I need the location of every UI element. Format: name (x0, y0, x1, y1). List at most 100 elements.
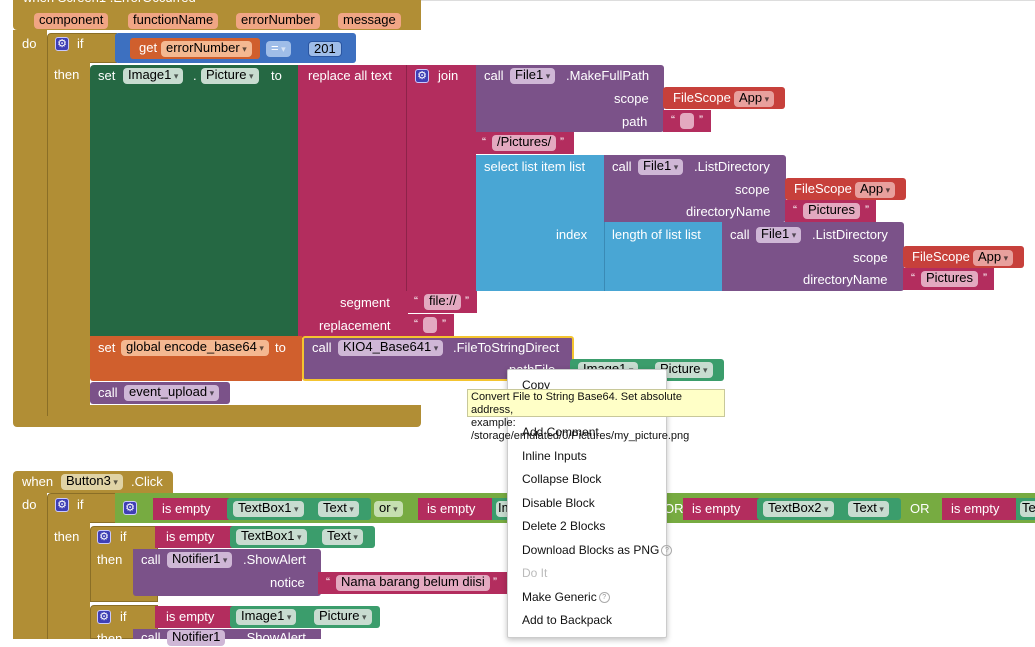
tooltip-line-1: Convert File to String Base64. Set absol… (471, 391, 682, 416)
menu-item-make-generic[interactable]: Make Generic? (522, 590, 610, 604)
file-component-dropdown[interactable]: File1 (756, 227, 802, 243)
menu-item-inline-inputs[interactable]: Inline Inputs (522, 449, 587, 463)
mutator-gear-icon[interactable]: ⚙ (97, 610, 111, 624)
param-functionName[interactable]: functionName (128, 13, 219, 29)
notifier-dropdown[interactable]: Notifier1 (167, 552, 233, 568)
then-label: then (97, 552, 123, 567)
filescope-label: FileScope (673, 90, 731, 105)
if-then-arm (47, 520, 90, 639)
set-image-picture-block[interactable] (90, 65, 302, 338)
is-empty-block[interactable]: is empty (942, 498, 1018, 520)
index-label: index (556, 227, 588, 242)
replacement-field[interactable] (423, 317, 437, 333)
is-empty-block[interactable]: is empty (155, 606, 233, 628)
var-dropdown[interactable]: errorNumber (161, 41, 252, 57)
component-dropdown[interactable]: Image1 (123, 68, 184, 84)
operator-dropdown[interactable]: = (266, 41, 291, 57)
tooltip-line-2: example: /storage/emulated/0/Pictures/my… (471, 417, 690, 442)
pictures-string-block[interactable]: “ Pictures ” (785, 200, 876, 222)
or-mutator-gear-icon[interactable]: ⚙ (123, 501, 137, 515)
file-component-dropdown[interactable]: File1 (510, 68, 556, 84)
join-block[interactable] (406, 65, 476, 292)
scope-dropdown[interactable]: App (734, 91, 775, 107)
or-operator-dropdown[interactable]: or (374, 501, 403, 517)
is-empty-block[interactable]: is empty (155, 526, 233, 548)
menu-item-download-png[interactable]: Download Blocks as PNG? (522, 543, 673, 557)
directory-name-field[interactable]: Pictures (921, 271, 978, 287)
list-directory-block-2[interactable] (722, 222, 904, 291)
is-empty-block[interactable]: is empty (153, 498, 229, 520)
dot-label: . (193, 68, 197, 83)
method-label: .ListDirectory (694, 159, 770, 174)
component-dropdown[interactable]: Te (1020, 501, 1035, 517)
is-empty-block[interactable]: is empty (683, 498, 759, 520)
number-value[interactable]: 201 (308, 41, 342, 57)
property-dropdown[interactable]: Text (322, 529, 363, 545)
method-label: .ListDirectory (812, 227, 888, 242)
global-var-dropdown[interactable]: global encode_base64 (121, 340, 269, 356)
property-dropdown[interactable]: Text (318, 501, 359, 517)
is-empty-block[interactable]: is empty (418, 498, 494, 520)
do-label: do (22, 497, 37, 512)
property-dropdown[interactable]: Picture (655, 362, 713, 378)
mutator-gear-icon[interactable]: ⚙ (55, 37, 69, 51)
menu-item-copy[interactable]: Copy (522, 378, 551, 392)
replace-all-text-block[interactable] (298, 65, 408, 338)
show-alert-block[interactable]: call Notifier1 .ShowAlert (133, 629, 321, 646)
path-string-field[interactable] (680, 113, 694, 129)
notifier-dropdown[interactable]: Notifier1 (167, 630, 226, 646)
menu-item-add-to-backpack[interactable]: Add to Backpack (522, 613, 613, 627)
mutator-gear-icon[interactable]: ⚙ (55, 498, 69, 512)
select-list-item-block[interactable] (476, 155, 606, 291)
segment-string-block[interactable]: “ file:// ” (406, 291, 477, 313)
menu-item-disable-block[interactable]: Disable Block (522, 496, 595, 510)
file-component-dropdown[interactable]: File1 (638, 159, 684, 175)
replacement-string-block[interactable]: “ ” (406, 314, 454, 336)
menu-item-delete-blocks[interactable]: Delete 2 Blocks (522, 519, 606, 533)
scope-dropdown[interactable]: App (973, 250, 1014, 266)
notice-field[interactable]: Nama barang belum diisi (336, 575, 490, 591)
textbox-getter-clipped[interactable]: Te (1016, 498, 1035, 520)
directory-name-label: directoryName (803, 272, 888, 287)
empty-string-block[interactable]: “ ” (663, 110, 711, 132)
component-dropdown[interactable]: TextBox1 (236, 529, 307, 545)
make-full-path-block[interactable] (476, 65, 664, 132)
property-dropdown[interactable]: Picture (201, 68, 259, 84)
pictures-path-field[interactable]: /Pictures/ (492, 135, 557, 151)
join-mutator-gear-icon[interactable]: ⚙ (415, 69, 429, 83)
call-label: call (141, 630, 161, 645)
component-dropdown[interactable]: TextBox2 (763, 501, 834, 517)
menu-item-collapse-block[interactable]: Collapse Block (522, 472, 602, 486)
param-message[interactable]: message (338, 13, 401, 29)
method-label: .FileToStringDirect (453, 340, 560, 355)
param-component[interactable]: component (34, 13, 109, 29)
mutator-gear-icon[interactable]: ⚙ (97, 530, 111, 544)
length-of-list-block[interactable] (604, 222, 722, 291)
component-dropdown[interactable]: Image1 (236, 609, 297, 625)
pictures-path-string-block[interactable]: “ /Pictures/ ” (476, 132, 574, 154)
is-empty-label: is empty (166, 609, 215, 624)
scope-label: scope (735, 182, 770, 197)
method-label: .ShowAlert (243, 630, 306, 645)
menu-item-add-comment[interactable]: Add Comment (522, 425, 599, 439)
scope-dropdown[interactable]: App (855, 182, 896, 198)
method-label: .ShowAlert (243, 552, 306, 567)
is-empty-label: is empty (166, 529, 215, 544)
help-icon: ? (661, 545, 673, 557)
param-errorNumber[interactable]: errorNumber (236, 13, 320, 29)
procedure-dropdown[interactable]: event_upload (124, 385, 220, 401)
workspace-top-border (420, 0, 1035, 1)
menu-item-label: Make Generic (522, 590, 597, 604)
base64-component-dropdown[interactable]: KIO4_Base641 (338, 340, 444, 356)
directory-name-field[interactable]: Pictures (803, 203, 860, 219)
list-directory-block-1[interactable] (604, 155, 786, 222)
notice-string-block[interactable]: “ Nama barang belum diisi ” (318, 572, 508, 594)
property-dropdown[interactable]: Text (848, 501, 889, 517)
component-dropdown[interactable]: TextBox1 (233, 501, 304, 517)
is-empty-label: is empty (951, 501, 1000, 516)
button-component-dropdown[interactable]: Button3 (61, 474, 123, 490)
segment-field[interactable]: file:// (424, 294, 462, 310)
join-label: join (438, 68, 459, 83)
pictures-string-block[interactable]: “ Pictures ” (903, 268, 994, 290)
property-dropdown[interactable]: Picture (314, 609, 372, 625)
